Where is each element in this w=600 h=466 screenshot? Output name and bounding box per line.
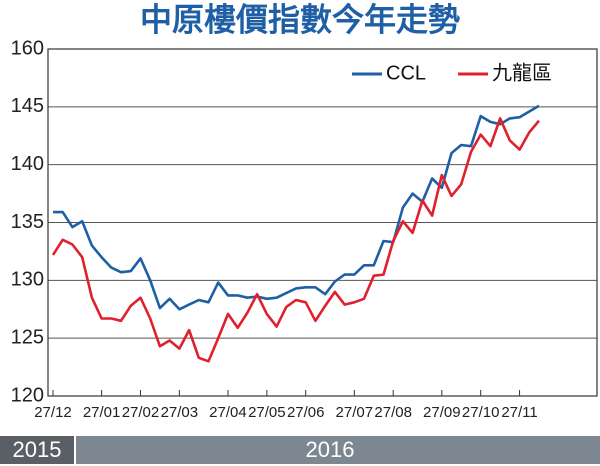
x-tick-label: 27/05 [248, 404, 286, 421]
x-tick-label: 27/10 [462, 404, 500, 421]
x-tick-label: 27/06 [287, 404, 325, 421]
year-band [76, 436, 600, 464]
year-label: 2015 [13, 437, 62, 462]
x-tick-label: 27/11 [501, 404, 537, 421]
y-tick-label: 160 [11, 37, 44, 59]
y-tick-label: 140 [11, 153, 44, 175]
year-band [0, 436, 74, 464]
x-tick-label: 27/07 [336, 404, 374, 421]
x-tick-label: 27/12 [34, 404, 72, 421]
x-tick-label: 27/02 [122, 404, 160, 421]
series-line [51, 117, 540, 363]
x-tick-label: 27/04 [209, 404, 247, 421]
legend-label: CCL [386, 62, 426, 84]
series-line [53, 104, 540, 311]
y-tick-label: 120 [11, 384, 44, 406]
x-tick-label: 27/09 [423, 404, 461, 421]
x-tick-label: 27/03 [161, 404, 199, 421]
x-tick-label: 27/01 [83, 404, 121, 421]
y-tick-label: 145 [11, 95, 44, 117]
chart-title: 中原樓價指數今年走勢 [140, 1, 460, 37]
y-tick-label: 135 [11, 211, 44, 233]
year-label: 2016 [306, 437, 355, 462]
y-tick-label: 130 [11, 269, 44, 291]
y-tick-label: 125 [11, 326, 44, 348]
x-tick-label: 27/08 [374, 404, 412, 421]
legend-label: 九龍區 [492, 61, 552, 84]
plot-frame [47, 48, 598, 397]
